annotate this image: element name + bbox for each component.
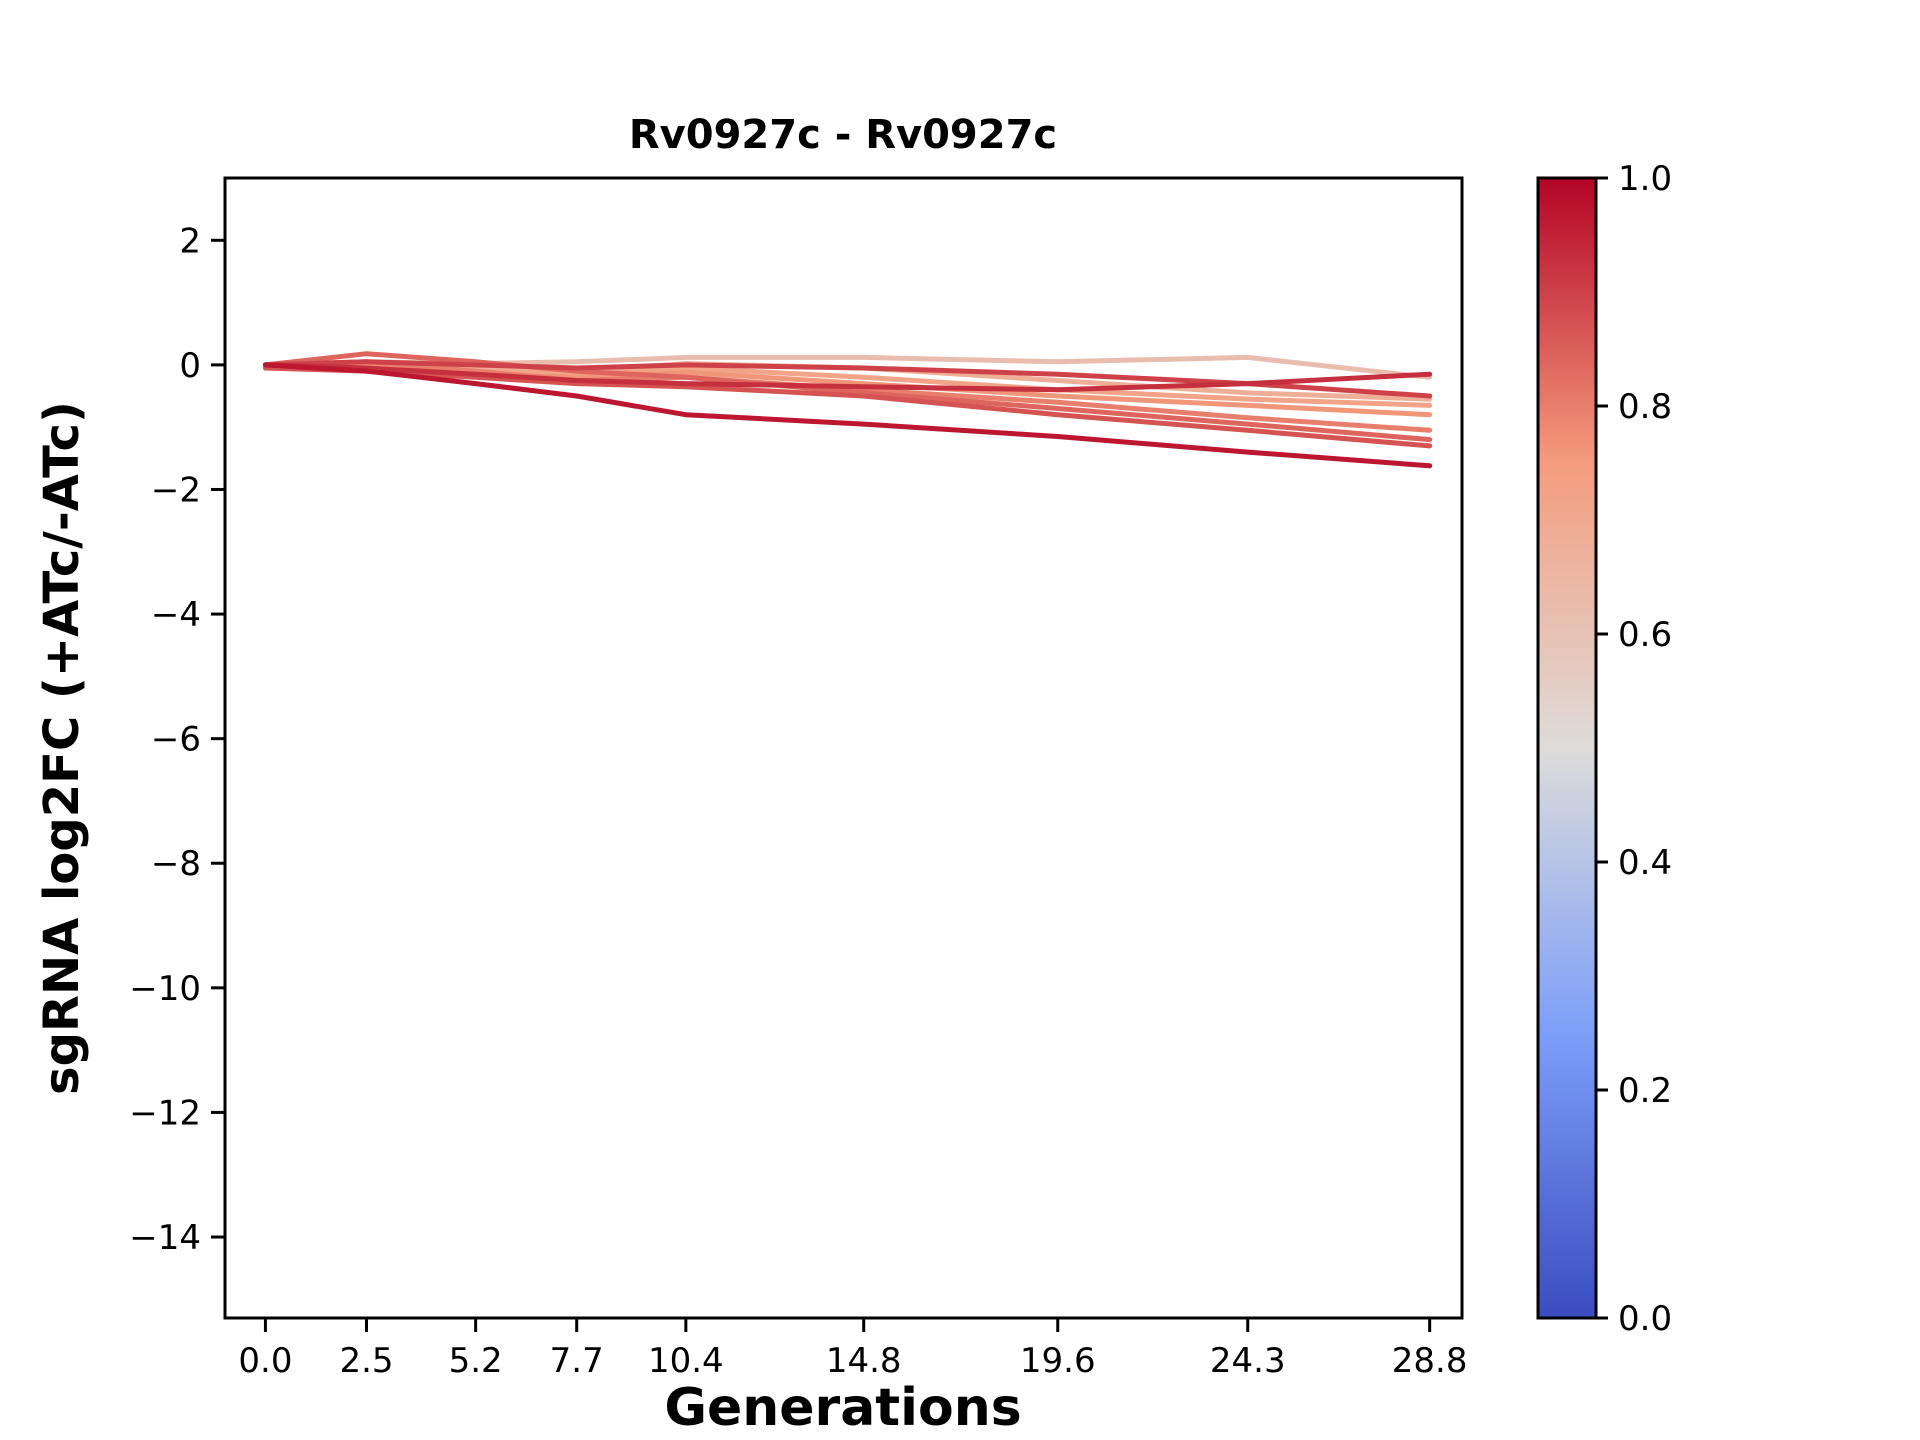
y-tick-label: −6 (151, 720, 201, 760)
y-axis-label: sgRNA log2FC (+ATc/-ATc) (34, 401, 90, 1095)
series-line-9 (262, 362, 1433, 393)
x-tick-label: 14.8 (826, 1341, 902, 1381)
x-tick-label: 5.2 (449, 1341, 503, 1381)
chart-title: Rv0927c - Rv0927c (629, 112, 1057, 158)
colorbar-tick-label: 0.6 (1618, 615, 1672, 655)
series-line-10 (262, 362, 1433, 469)
colorbar-fill (1538, 178, 1596, 1318)
y-tick-label: 2 (179, 221, 201, 261)
x-tick-label: 10.4 (648, 1341, 724, 1381)
x-tick-label: 19.6 (1020, 1341, 1096, 1381)
series-line-6 (262, 351, 1433, 443)
series-line-8 (262, 359, 1433, 399)
colorbar-tick-label: 0.8 (1618, 387, 1672, 427)
colorbar-tick-label: 0.0 (1618, 1299, 1672, 1339)
y-tick-label: 0 (179, 346, 201, 386)
y-tick-label: −14 (129, 1218, 201, 1258)
x-axis-label: Generations (664, 1378, 1021, 1438)
y-tick-label: −2 (151, 470, 201, 510)
colorbar-tick-label: 1.0 (1618, 159, 1672, 199)
x-axis: 0.0 2.5 5.2 7.7 10.4 14.8 19.6 24.3 28.8 (238, 1318, 1468, 1381)
plot-lines (262, 351, 1433, 469)
x-tick-label: 24.3 (1210, 1341, 1286, 1381)
x-tick-label: 2.5 (339, 1341, 393, 1381)
colorbar-tick-label: 0.2 (1618, 1071, 1672, 1111)
colorbar: 1.0 0.8 0.6 0.4 0.2 0.0 (1536, 159, 1672, 1339)
colorbar-tick-label: 0.4 (1618, 843, 1672, 883)
plot-border (223, 176, 1464, 1320)
colorbar-border (1536, 176, 1598, 1320)
y-axis: 2 0 −2 −4 −6 −8 −10 −12 −14 (129, 221, 225, 1258)
y-tick-label: −8 (151, 844, 201, 884)
y-tick-label: −12 (129, 1093, 201, 1133)
x-tick-label: 7.7 (550, 1341, 604, 1381)
y-tick-label: −10 (129, 969, 201, 1009)
x-tick-label: 28.8 (1392, 1341, 1468, 1381)
x-tick-label: 0.0 (238, 1341, 292, 1381)
y-tick-label: −4 (151, 595, 201, 635)
